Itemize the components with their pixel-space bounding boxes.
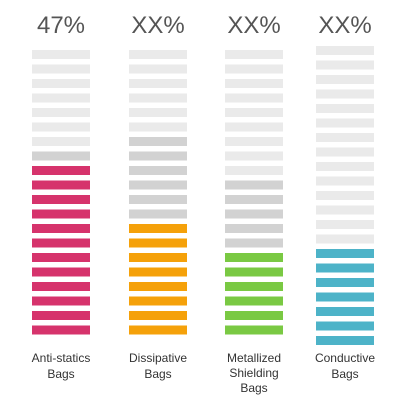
segment-conductive-empty [316,118,374,128]
category-label-metallized-line2: Shielding [229,366,278,380]
segment-dissipative-empty [129,50,187,59]
segment-metallized-empty [225,50,283,59]
segment-conductive-empty [316,234,374,244]
segment-metallized-empty [225,93,283,103]
segment-metallized-shaded [225,180,283,190]
segment-conductive-empty [316,220,374,229]
segment-dissipative-shaded [129,180,187,190]
segment-dissipative-filled [129,296,187,306]
segment-dissipative-filled [129,282,187,291]
segment-dissipative-filled [129,238,187,248]
segment-anti-statics-empty [32,93,90,103]
segment-dissipative-filled [129,311,187,320]
segment-metallized-filled [225,267,283,277]
segment-anti-statics-filled [32,267,90,277]
segment-metallized-shaded [225,224,283,233]
segment-dissipative-filled [129,325,187,335]
segment-anti-statics-filled [32,282,90,291]
segment-conductive-empty [316,191,374,200]
segment-conductive-filled [316,263,374,273]
segment-conductive-filled [316,292,374,302]
value-label-metallized: XX% [227,12,280,39]
segment-metallized-empty [225,122,283,132]
segment-metallized-empty [225,108,283,117]
segment-conductive-empty [316,205,374,215]
category-label-anti-statics-line2: Bags [47,367,74,381]
segment-dissipative-filled [129,224,187,233]
segment-conductive-empty [316,89,374,99]
segment-metallized-empty [225,137,283,146]
segment-dissipative-filled [129,267,187,277]
segment-conductive-filled [316,249,374,258]
segment-conductive-filled [316,336,374,345]
segment-anti-statics-filled [32,224,90,233]
segment-dissipative-filled [129,253,187,262]
segment-dissipative-shaded [129,137,187,146]
segment-dissipative-empty [129,64,187,74]
segment-metallized-empty [225,79,283,88]
segment-conductive-empty [316,176,374,186]
segment-metallized-shaded [225,209,283,219]
segment-dissipative-shaded [129,209,187,219]
segment-anti-statics-empty [32,79,90,88]
segment-conductive-empty [316,133,374,142]
category-label-dissipative-line1: Dissipative [129,351,187,365]
segment-dissipative-empty [129,93,187,103]
category-label-conductive-line2: Bags [331,367,358,381]
segment-conductive-filled [316,321,374,331]
segment-metallized-filled [225,311,283,320]
segment-anti-statics-empty [32,122,90,132]
segment-metallized-filled [225,282,283,291]
segment-anti-statics-empty [32,50,90,59]
segment-dissipative-empty [129,79,187,88]
segment-anti-statics-filled [32,296,90,306]
segment-anti-statics-filled [32,209,90,219]
category-label-metallized-line1: Metallized [227,351,281,365]
segment-metallized-filled [225,296,283,306]
category-label-metallized-line3: Bags [240,381,267,395]
segment-metallized-filled [225,325,283,335]
segment-anti-statics-filled [32,180,90,190]
segment-conductive-empty [316,104,374,113]
segment-anti-statics-filled [32,325,90,335]
segment-anti-statics-filled [32,311,90,320]
segment-anti-statics-shaded [32,151,90,161]
segment-dissipative-shaded [129,166,187,175]
segment-anti-statics-filled [32,166,90,175]
segment-conductive-empty [316,75,374,84]
segment-conductive-empty [316,162,374,171]
value-label-conductive: XX% [318,12,371,39]
segment-anti-statics-filled [32,195,90,204]
segment-anti-statics-filled [32,238,90,248]
segment-metallized-empty [225,151,283,161]
segment-anti-statics-filled [32,253,90,262]
segment-dissipative-shaded [129,195,187,204]
segment-anti-statics-empty [32,108,90,117]
segment-anti-statics-empty [32,64,90,74]
segment-metallized-empty [225,166,283,175]
segment-metallized-empty [225,64,283,74]
value-label-anti-statics: 47% [37,12,85,39]
segment-conductive-filled [316,278,374,287]
category-label-conductive-line1: Conductive [315,351,375,365]
value-label-dissipative: XX% [131,12,184,39]
segment-metallized-shaded [225,195,283,204]
bar-columns [32,46,374,345]
segment-anti-statics-empty [32,137,90,146]
segment-dissipative-empty [129,108,187,117]
segment-metallized-filled [225,253,283,262]
segment-metallized-shaded [225,238,283,248]
category-label-dissipative-line2: Bags [144,367,171,381]
segment-dissipative-shaded [129,151,187,161]
segment-conductive-filled [316,307,374,316]
segment-conductive-empty [316,60,374,70]
segment-conductive-empty [316,147,374,157]
category-label-anti-statics-line1: Anti-statics [32,351,91,365]
segment-conductive-empty [316,46,374,55]
segment-dissipative-empty [129,122,187,132]
